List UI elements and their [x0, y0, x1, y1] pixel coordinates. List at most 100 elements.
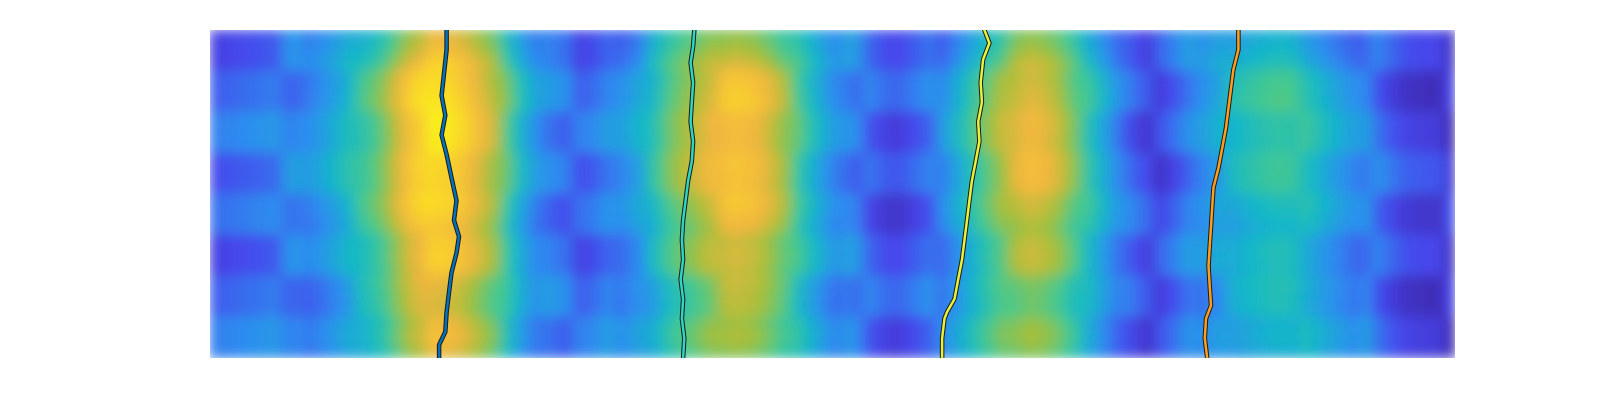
- heatmap-cell: [1267, 37, 1280, 47]
- heatmap-cell: [1039, 209, 1051, 220]
- heatmap-cell: [676, 111, 688, 121]
- heatmap-cell: [873, 78, 885, 88]
- heatmap-cell: [697, 250, 709, 261]
- heatmap-cell: [624, 234, 636, 244]
- heatmap-cell: [354, 119, 367, 129]
- heatmap-cell: [780, 45, 792, 56]
- heatmap-cell: [728, 45, 740, 56]
- heatmap-cell: [385, 250, 398, 261]
- heatmap-cell: [354, 332, 367, 343]
- heatmap-cell: [717, 103, 730, 113]
- heatmap-cell: [780, 78, 792, 88]
- heatmap-cell: [998, 275, 1010, 285]
- heatmap-cell: [987, 226, 1000, 236]
- heatmap-cell: [541, 144, 553, 154]
- heatmap-cell: [313, 127, 325, 138]
- heatmap-cell: [1361, 103, 1373, 113]
- heatmap-cell: [1267, 332, 1280, 343]
- heatmap-cell: [1070, 349, 1083, 358]
- heatmap-cell: [1413, 308, 1425, 318]
- heatmap-cell: [1174, 144, 1186, 154]
- heatmap-cell: [614, 316, 626, 326]
- heatmap-cell: [1101, 332, 1114, 343]
- heatmap-cell: [832, 283, 844, 293]
- heatmap-cell: [697, 275, 709, 285]
- heatmap-cell: [251, 54, 263, 64]
- heatmap-cell: [946, 316, 958, 326]
- heatmap-cell: [1195, 275, 1207, 285]
- heatmap-cell: [614, 349, 626, 358]
- heatmap-cell: [852, 152, 865, 162]
- heatmap-cell: [624, 201, 636, 211]
- heatmap-cell: [1392, 136, 1404, 146]
- heatmap-cell: [510, 103, 522, 113]
- heatmap-cell: [541, 209, 553, 220]
- heatmap-cell: [334, 300, 346, 310]
- heatmap-cell: [489, 78, 502, 88]
- heatmap-cell: [1195, 209, 1207, 220]
- heatmap-cell: [468, 86, 481, 97]
- heatmap-cell: [1039, 78, 1051, 88]
- heatmap-cell: [832, 341, 844, 351]
- heatmap-cell: [572, 144, 585, 154]
- heatmap-cell: [1319, 160, 1332, 170]
- heatmap-cell: [520, 86, 533, 97]
- heatmap-cell: [1433, 152, 1446, 162]
- heatmap-cell: [1091, 37, 1103, 47]
- heatmap-cell: [1112, 45, 1124, 56]
- heatmap-cell: [1174, 324, 1186, 334]
- heatmap-cell: [863, 193, 875, 203]
- heatmap-cell: [790, 185, 802, 195]
- heatmap-cell: [562, 111, 574, 121]
- heatmap-cell: [1413, 45, 1425, 56]
- heatmap-cell: [520, 242, 533, 252]
- heatmap-cell: [479, 193, 491, 203]
- heatmap-cell: [842, 119, 854, 129]
- heatmap-cell: [365, 78, 377, 88]
- heatmap-cell: [603, 144, 616, 154]
- heatmap-cell: [821, 308, 834, 318]
- heatmap-cell: [738, 218, 751, 228]
- heatmap-cell: [354, 316, 367, 326]
- heatmap-cell: [375, 349, 387, 358]
- heatmap-cell: [925, 218, 937, 228]
- heatmap-cell: [1319, 136, 1332, 146]
- heatmap-cell: [334, 250, 346, 261]
- heatmap-cell: [1164, 283, 1176, 293]
- heatmap-cell: [1112, 201, 1124, 211]
- heatmap-cell: [396, 242, 408, 252]
- heatmap-cell: [448, 30, 460, 39]
- heatmap-cell: [541, 152, 553, 162]
- heatmap-cell: [1060, 144, 1072, 154]
- heatmap-cell: [883, 144, 896, 154]
- heatmap-cell: [634, 30, 647, 39]
- heatmap-cell: [645, 45, 657, 56]
- heatmap-cell: [842, 62, 854, 72]
- heatmap-cell: [500, 160, 512, 170]
- heatmap-cell: [427, 103, 439, 113]
- heatmap-cell: [1184, 111, 1197, 121]
- heatmap-cell: [1184, 45, 1197, 56]
- heatmap-cell: [1319, 250, 1332, 261]
- heatmap-cell: [1060, 218, 1072, 228]
- heatmap-cell: [1433, 37, 1446, 47]
- heatmap-cell: [977, 250, 989, 261]
- heatmap-cell: [230, 54, 242, 64]
- heatmap-cell: [551, 45, 564, 56]
- heatmap-cell: [240, 111, 253, 121]
- heatmap-cell: [1143, 86, 1155, 97]
- heatmap-cell: [292, 45, 304, 56]
- heatmap-cell: [593, 259, 605, 269]
- heatmap-cell: [323, 218, 336, 228]
- heatmap-cell: [1070, 259, 1083, 269]
- heatmap-cell: [1132, 62, 1145, 72]
- heatmap-cell: [852, 332, 865, 343]
- heatmap-cell: [1060, 250, 1072, 261]
- heatmap-cell: [1444, 185, 1455, 195]
- heatmap-cell: [1361, 62, 1373, 72]
- heatmap-cell: [1101, 144, 1114, 154]
- heatmap-cell: [852, 37, 865, 47]
- heatmap-cell: [800, 349, 813, 358]
- heatmap-cell: [1350, 168, 1363, 179]
- heatmap-cell: [1174, 86, 1186, 97]
